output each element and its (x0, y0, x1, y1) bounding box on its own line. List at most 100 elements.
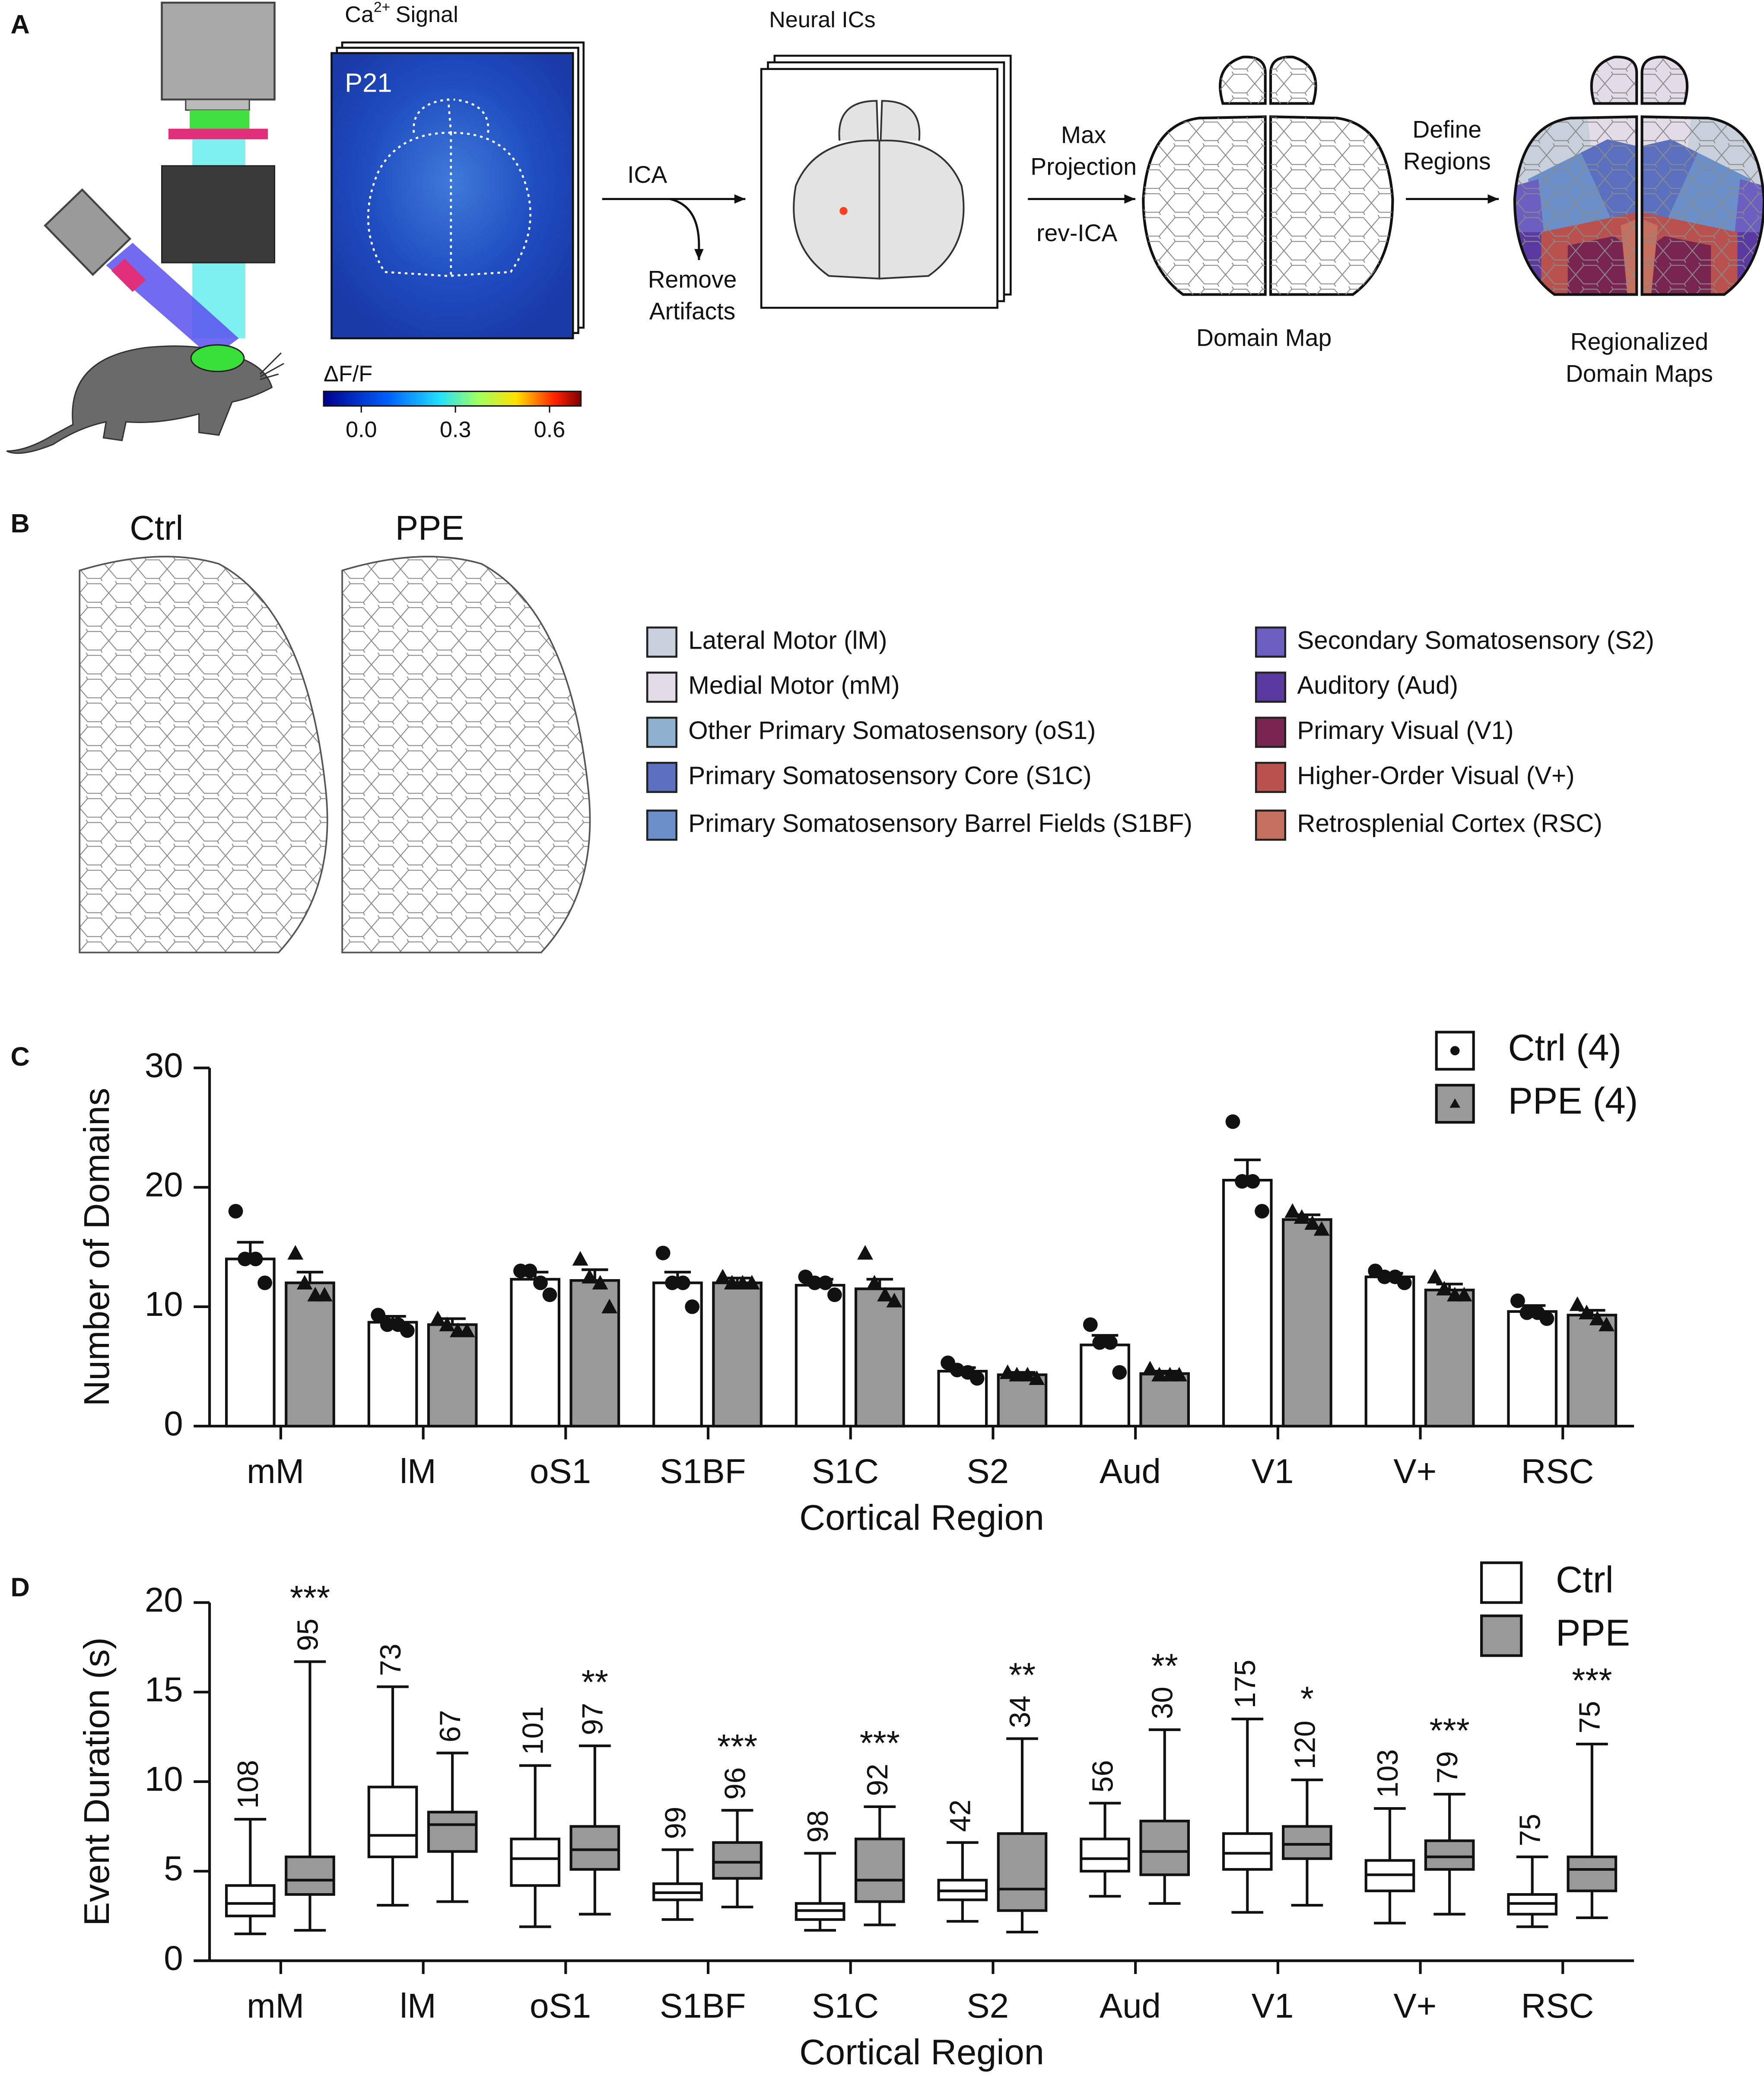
x-tick-label: S1C (812, 1986, 879, 2025)
data-point (1436, 1281, 1453, 1296)
legend-swatch (646, 716, 677, 748)
data-point (999, 1364, 1016, 1379)
x-tick-label: S1C (812, 1452, 879, 1490)
legend-swatch (646, 672, 677, 703)
legend-label: Ctrl (4) (1508, 1027, 1622, 1069)
data-point (857, 1245, 873, 1260)
data-point (655, 1245, 671, 1261)
data-point (592, 1275, 608, 1289)
x-tick-label: mM (247, 1986, 304, 2025)
x-tick-label: V1 (1252, 1452, 1294, 1490)
define-label: Define (1412, 116, 1481, 143)
y-tick-label: 0 (164, 1404, 183, 1442)
data-point (1294, 1209, 1310, 1224)
data-point (818, 1275, 833, 1290)
bar (1139, 1372, 1190, 1428)
x-tick-label: lM (400, 1986, 436, 2025)
data-point (1171, 1366, 1187, 1382)
significance: *** (1572, 1661, 1612, 1700)
y-tick-label: 10 (145, 1285, 183, 1323)
x-tick-label: oS1 (530, 1986, 591, 2025)
legend-label: Primary Somatosensory Core (S1C) (688, 761, 1091, 790)
colorbar-label: ΔF/F (324, 362, 372, 387)
data-point (969, 1371, 985, 1386)
signal-text: Signal (396, 2, 458, 27)
x-tick-label: lM (400, 1452, 436, 1490)
box (1139, 1820, 1190, 1876)
legend-label: Lateral Motor (lM) (688, 626, 887, 654)
bar (1567, 1314, 1618, 1428)
chart-d: 0 5 10 15 20 mM lM oS1 S1BF S1C S2 Aud V1 V+ RSC Cortic… (76, 1559, 1634, 2072)
n-label: 99 (659, 1807, 692, 1839)
legend-swatch (646, 761, 677, 793)
significance: *** (1430, 1711, 1470, 1750)
data-point (724, 1275, 740, 1289)
data-point (827, 1287, 842, 1302)
y-tick-label: 10 (145, 1760, 183, 1798)
regionalized-label: Regionalized (1570, 328, 1708, 355)
legend-marker (1450, 1046, 1460, 1056)
data-point (1539, 1311, 1554, 1326)
n-label: 120 (1289, 1721, 1321, 1770)
data-point (1245, 1174, 1260, 1189)
data-point (1225, 1114, 1240, 1129)
objective (161, 165, 276, 264)
neural-ics-title: Neural ICs (769, 7, 875, 32)
legend-marker (1449, 1098, 1460, 1108)
y-tick-label: 0 (164, 1939, 183, 1977)
y-tick-label: 15 (145, 1670, 183, 1709)
rev-ica-label: rev-ICA (1036, 220, 1117, 246)
arrow-head (1124, 194, 1135, 204)
data-point (459, 1322, 475, 1337)
n-label: 67 (434, 1710, 467, 1742)
x-tick-label: V+ (1393, 1986, 1437, 2025)
box (1282, 1825, 1332, 1860)
group-label: Ctrl (130, 509, 183, 547)
data-point (1083, 1317, 1098, 1332)
colorbar-tick-label: 0.0 (346, 417, 377, 443)
x-axis-label: Cortical Region (799, 1497, 1044, 1538)
data-point (439, 1316, 455, 1331)
y-tick-label: 20 (145, 1581, 183, 1619)
bar (712, 1281, 763, 1428)
legend-label: PPE (1556, 1612, 1630, 1654)
n-label: 42 (944, 1799, 977, 1832)
error-bar (724, 1277, 751, 1283)
data-point (316, 1286, 333, 1302)
n-label: 108 (232, 1760, 264, 1809)
whiskers (259, 352, 284, 380)
legend-swatch (1255, 809, 1287, 841)
x-tick-label: Aud (1100, 1986, 1161, 2025)
data-point (429, 1311, 446, 1325)
green-beam (189, 110, 250, 130)
panel-label: C (11, 1042, 30, 1072)
ic-brain (793, 100, 965, 280)
n-label: 103 (1372, 1749, 1404, 1798)
data-point (886, 1292, 903, 1308)
regions-label: Regions (1403, 148, 1491, 175)
data-point (1235, 1174, 1249, 1189)
box (569, 1825, 620, 1871)
group-label: PPE (395, 509, 464, 547)
data-point (287, 1245, 304, 1260)
panel-labels: A B C D (11, 10, 30, 1602)
bar (367, 1321, 418, 1428)
bar (854, 1287, 905, 1428)
x-tick-label: RSC (1521, 1986, 1594, 2025)
box (1080, 1837, 1130, 1873)
ica-label: ICA (627, 161, 667, 188)
data-point (296, 1275, 313, 1289)
n-label: 98 (802, 1810, 834, 1843)
bar (1282, 1218, 1332, 1428)
significance: ** (1151, 1647, 1178, 1685)
data-point (1029, 1370, 1045, 1385)
ca-signal-title: Ca2+ Signal (345, 0, 458, 27)
regionalized-label: Domain Maps (1566, 360, 1713, 387)
data-point (1579, 1305, 1595, 1320)
legend-label: Ctrl (1556, 1559, 1614, 1601)
n-label: 30 (1147, 1687, 1179, 1719)
camera-mount (185, 99, 250, 111)
x-tick-label: S2 (966, 1986, 1009, 2025)
